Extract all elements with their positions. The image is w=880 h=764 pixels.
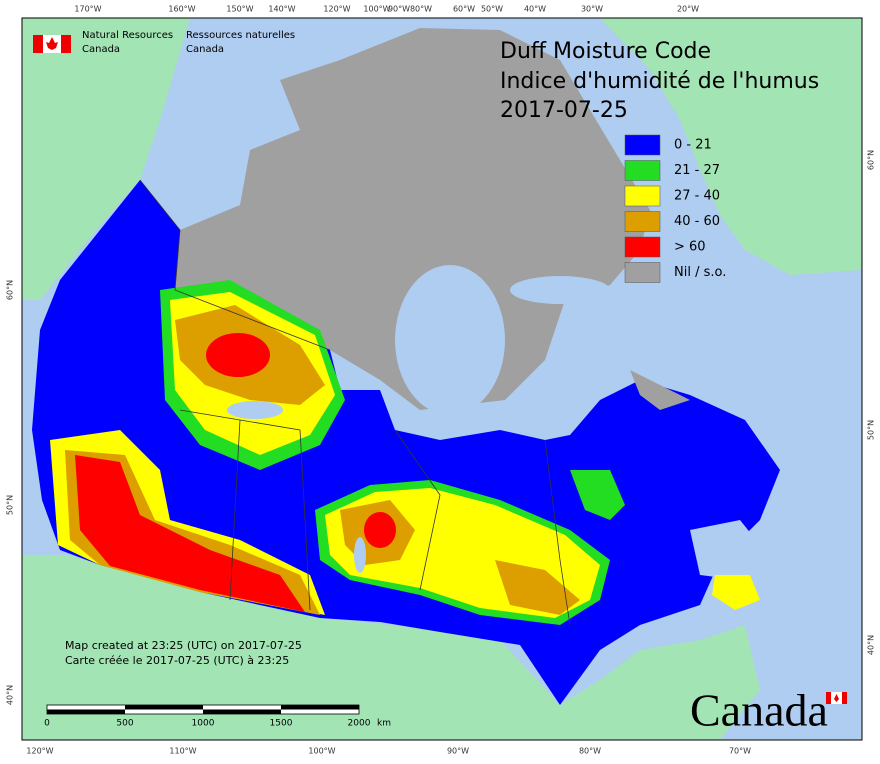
scale-label: 500 [116, 719, 133, 729]
legend-swatch [624, 134, 661, 156]
wordmark: Canada [690, 685, 828, 736]
latitude-label: 40°N [6, 685, 15, 705]
maple-leaf [834, 694, 839, 702]
great-slave-lake [227, 401, 283, 419]
legend-label: 27 - 40 [674, 189, 720, 204]
longitude-label: 100°W [363, 5, 390, 14]
latitude-label: 60°N [6, 280, 15, 300]
hudson-strait [510, 276, 610, 304]
flag-bar [826, 692, 831, 704]
notes: Map created at 23:25 (UTC) on 2017-07-25… [65, 639, 302, 667]
canada-wordmark: Canada [690, 685, 847, 736]
arctic-no-data [175, 28, 650, 410]
longitude-label: 100°W [308, 747, 335, 756]
province-borders [139, 179, 331, 351]
latitude-label: 60°N [867, 150, 876, 170]
red-central [364, 512, 396, 548]
province-borders [229, 419, 241, 601]
legend-swatch [624, 185, 661, 207]
title-line: 2017-07-25 [500, 98, 628, 123]
red-west [75, 455, 305, 612]
maple-leaf [46, 37, 58, 50]
flag-bar [842, 692, 847, 704]
scale-unit: km [377, 719, 391, 729]
map-body [22, 18, 862, 740]
agency-fr: Canada [186, 44, 224, 55]
longitude-label: 80°W [410, 5, 432, 14]
longitude-label: 30°W [581, 5, 603, 14]
longitude-label: 140°W [268, 5, 295, 14]
longitude-label: 60°W [453, 5, 475, 14]
longitude-label: 110°W [169, 747, 196, 756]
greenland [600, 18, 862, 275]
longitude-label: 40°W [524, 5, 546, 14]
nrcan-signature: Natural Resources Canada Ressources natu… [33, 30, 295, 55]
legend-label: > 60 [674, 240, 706, 255]
longitude-label: 120°W [26, 747, 53, 756]
title-line: Duff Moisture Code [500, 39, 711, 64]
scale-bar: 0 500 1000 1500 2000 km [44, 704, 391, 729]
yellow-maritimes [712, 575, 760, 610]
scale-label: 1000 [192, 719, 215, 729]
latitude-label: 50°N [6, 495, 15, 515]
legend-swatch [624, 160, 661, 181]
province-borders [179, 409, 311, 611]
longitude-label: 20°W [677, 5, 699, 14]
scale-segment [281, 705, 359, 710]
note: Map created at 23:25 (UTC) on 2017-07-25 [65, 639, 302, 652]
legend-label: 0 - 21 [674, 138, 712, 153]
longitude-label: 160°W [168, 5, 195, 14]
hudson-bay [395, 265, 505, 415]
scale-segment [125, 705, 203, 710]
flag-bar [61, 35, 71, 53]
red-nw [206, 333, 270, 377]
legend-label: Nil / s.o. [674, 265, 726, 280]
flag-bar [33, 35, 43, 53]
longitude-label: 50°W [481, 5, 503, 14]
green-quebec [570, 470, 625, 520]
legend-swatch [624, 211, 661, 232]
scale-label: 1500 [270, 719, 293, 729]
graticule-labels: 170°W 160°W 150°W 140°W 120°W 100°W90°W 80°W 60… [6, 5, 876, 756]
agency-fr: Ressources naturelles [186, 30, 295, 41]
province-borders [394, 429, 441, 591]
agency-en: Natural Resources [82, 30, 173, 41]
agency-en: Canada [82, 44, 120, 55]
legend-label: 21 - 27 [674, 163, 720, 178]
frame [21, 17, 863, 741]
longitude-label: 150°W [226, 5, 253, 14]
scale-label: 2000 [348, 719, 371, 729]
legend: 0 - 21 21 - 27 27 - 40 40 - 60 > 60 Nil / s.o… [624, 134, 726, 283]
longitude-label: 120°W [323, 5, 350, 14]
longitude-label: 90°W [447, 747, 469, 756]
legend-label: 40 - 60 [674, 214, 720, 229]
usa [22, 555, 760, 740]
legend-swatch [624, 236, 661, 258]
longitude-label: 70°W [729, 747, 751, 756]
longitude-label: 90°W [388, 5, 410, 14]
longitude-label: 170°W [74, 5, 101, 14]
latitude-label: 50°N [867, 420, 876, 440]
scale-segment [203, 709, 281, 714]
scale-segment [47, 709, 125, 714]
province-borders [544, 439, 571, 626]
title-line: Indice d'humidité de l'humus [500, 69, 819, 94]
alaska [22, 18, 190, 300]
lake-winnipeg [354, 537, 366, 573]
longitude-label: 80°W [579, 747, 601, 756]
title: Duff Moisture Code Indice d'humidité de … [500, 39, 819, 123]
orange-ontario [495, 560, 580, 615]
scale-label: 0 [44, 719, 50, 729]
gulf-st-lawrence [690, 520, 760, 580]
latitude-label: 40°N [867, 635, 876, 655]
legend-swatch [624, 262, 661, 283]
note: Carte créée le 2017-07-25 (UTC) à 23:25 [65, 654, 289, 667]
labrador-no-data [630, 370, 690, 410]
